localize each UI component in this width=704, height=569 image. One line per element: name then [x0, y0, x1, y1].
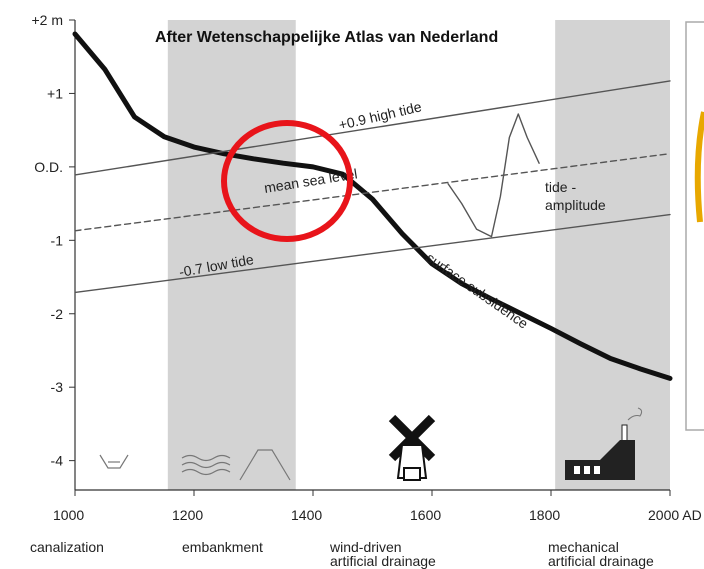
y-tick-label: -2: [51, 306, 64, 322]
y-tick-label: +1: [47, 85, 63, 101]
x-tick-label: 2000 AD: [648, 507, 702, 523]
side-panel: [686, 22, 704, 430]
annotation: +0.9 high tide: [337, 98, 423, 133]
series-line: [448, 114, 539, 237]
y-tick-label: +2 m: [31, 12, 63, 28]
x-tick-label: 1400: [291, 507, 322, 523]
y-tick-label: -1: [51, 232, 64, 248]
activity-label: artificial drainage: [548, 553, 654, 569]
activity-label: canalization: [30, 539, 104, 555]
page: {"chart_data": {"type": "line", "title":…: [0, 0, 704, 569]
side-panel-graphic: [698, 112, 704, 222]
canal-icon: [100, 455, 128, 468]
chart-title: After Wetenschappelijke Atlas van Nederl…: [155, 29, 520, 46]
x-tick-label: 1800: [529, 507, 560, 523]
y-tick-label: O.D.: [34, 159, 63, 175]
y-tick-label: -4: [51, 453, 64, 469]
annotation: surface subsidence: [423, 249, 531, 331]
activity-label: artificial drainage: [330, 553, 436, 569]
x-tick-label: 1600: [410, 507, 441, 523]
y-tick-label: -3: [51, 379, 64, 395]
x-tick-label: 1000: [53, 507, 84, 523]
windmill-icon: [392, 418, 432, 480]
chart: +2 m +1 O.D. -1 -2 -3 -4 1000 1200 1400 1600 1800 20…: [0, 0, 704, 569]
x-tick-label: 1200: [172, 507, 203, 523]
annotation: amplitude: [545, 197, 606, 213]
annotation: tide -: [545, 179, 576, 195]
activity-label: embankment: [182, 539, 263, 555]
